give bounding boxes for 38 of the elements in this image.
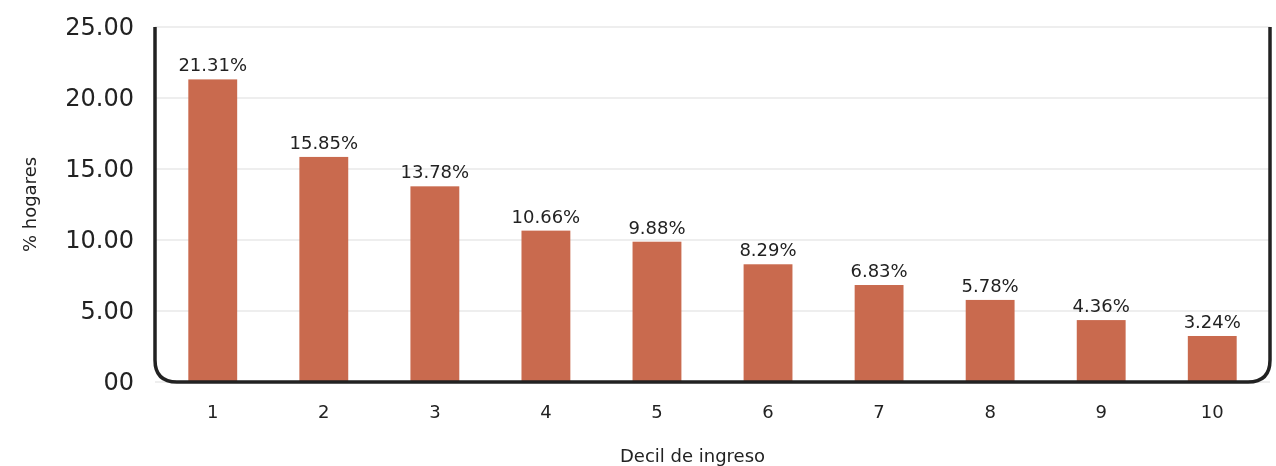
x-tick-label: 2 (318, 401, 330, 422)
x-tick-label: 6 (762, 401, 774, 422)
data-label: 10.66% (511, 205, 581, 227)
y-tick-label: 10.00 (65, 226, 134, 255)
x-tick-label: 1 (207, 401, 219, 422)
x-tick-label: 9 (1095, 401, 1107, 422)
bar (965, 299, 1015, 382)
x-tick-label: 8 (984, 401, 996, 422)
bar (188, 79, 238, 382)
data-label: 13.78% (400, 161, 470, 183)
y-axis-title: % hogares (19, 156, 40, 253)
data-label: 4.36% (1072, 295, 1130, 317)
x-tick-label: 7 (873, 401, 885, 422)
data-label: 9.88% (628, 216, 686, 238)
y-tick-label: 00 (103, 368, 134, 397)
data-label: 6.83% (850, 260, 908, 282)
bar (854, 285, 904, 382)
bar (1076, 320, 1126, 382)
x-tick-label: 4 (540, 401, 552, 422)
data-label: 3.24% (1183, 310, 1241, 332)
data-label: 21.31% (178, 54, 248, 76)
x-tick-label: 3 (429, 401, 441, 422)
y-tick-label: 20.00 (65, 84, 134, 113)
data-label: 15.85% (289, 131, 359, 153)
x-tick-label: 10 (1200, 401, 1224, 422)
x-axis-title: Decil de ingreso (619, 445, 766, 466)
data-label: 5.78% (961, 274, 1019, 296)
y-tick-label: 5.00 (80, 297, 134, 326)
y-tick-label: 15.00 (65, 155, 134, 184)
bar (299, 156, 349, 382)
x-tick-label: 5 (651, 401, 663, 422)
y-tick-label: 25.00 (65, 13, 134, 42)
bar (743, 264, 793, 382)
bar (632, 241, 682, 382)
bar (1187, 335, 1237, 382)
bar (521, 230, 571, 382)
data-label: 8.29% (739, 239, 797, 261)
bar (410, 186, 460, 382)
